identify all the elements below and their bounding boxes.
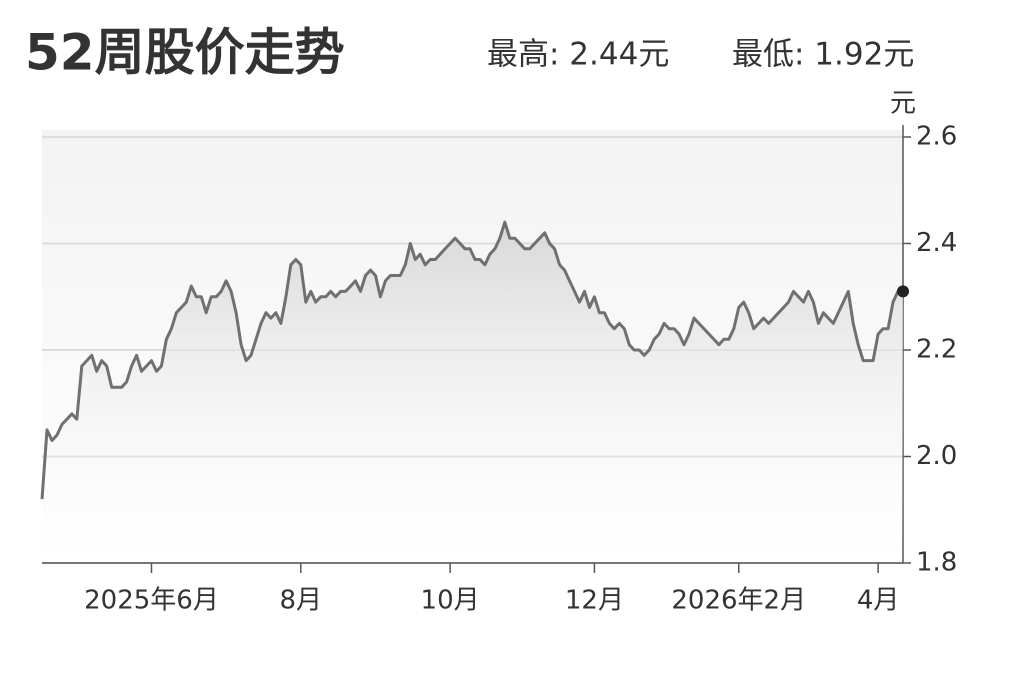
- x-tick-label: 10月: [421, 586, 480, 616]
- x-tick-label: 4月: [857, 586, 900, 616]
- x-tick-label: 2026年2月: [671, 586, 806, 616]
- low-label: 最低: 1.92元: [732, 37, 914, 73]
- x-tick-label: 2025年6月: [84, 586, 219, 616]
- x-tick-label: 8月: [280, 586, 323, 616]
- y-tick-label: 1.8: [916, 548, 957, 578]
- y-tick-label: 2.2: [916, 335, 957, 365]
- x-tick-label: 12月: [565, 586, 624, 616]
- y-unit: 元: [890, 89, 916, 119]
- y-tick-label: 2.4: [916, 228, 957, 258]
- y-tick-label: 2.6: [916, 122, 957, 152]
- y-tick-label: 2.0: [916, 441, 957, 471]
- last-point: [897, 285, 909, 298]
- area: [42, 222, 903, 563]
- line: [40, 220, 903, 500]
- chart-title: 52周股价走势: [25, 24, 345, 82]
- high-label: 最高: 2.44元: [487, 37, 669, 73]
